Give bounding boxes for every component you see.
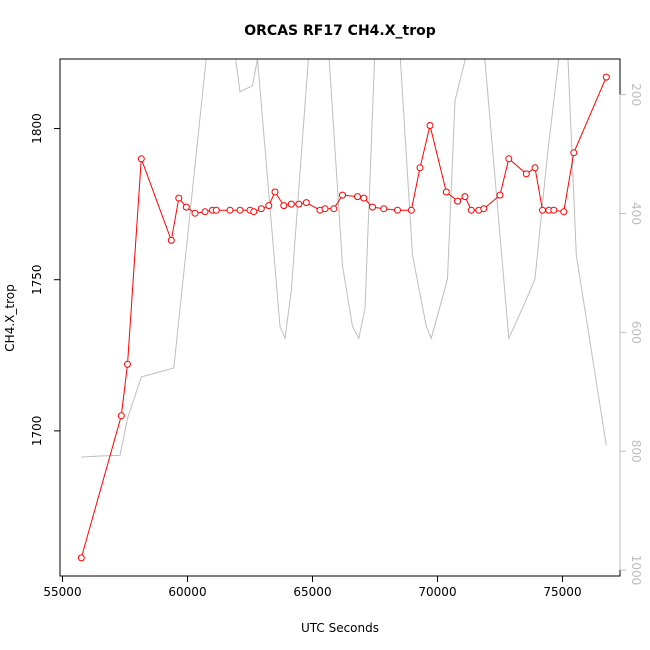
data-point <box>407 206 415 214</box>
data-point <box>265 202 273 210</box>
data-point <box>137 155 145 163</box>
data-point <box>339 191 346 199</box>
data-point <box>280 202 288 210</box>
x-axis: 55000 60000 65000 70000 75000 <box>43 575 582 599</box>
data-point <box>124 360 131 368</box>
data-point <box>321 205 329 213</box>
y-tick-label: 1800 <box>30 113 44 144</box>
right-tick-label: 1000 <box>629 555 643 586</box>
right-tick-label: 200 <box>629 83 643 106</box>
y-axis: 1700 1750 1800 <box>30 113 61 447</box>
y-tick-label: 1750 <box>30 264 44 295</box>
data-point <box>496 191 504 199</box>
altitude-series <box>81 59 607 458</box>
x-tick-label: 65000 <box>293 585 331 599</box>
data-point <box>369 203 376 211</box>
right-tick-label: 800 <box>629 440 643 463</box>
altitude-line <box>81 59 607 458</box>
data-point <box>212 206 220 214</box>
data-point <box>302 199 310 207</box>
data-point <box>191 209 199 217</box>
data-point <box>426 122 434 129</box>
data-point <box>330 205 338 213</box>
x-tick-label: 75000 <box>543 585 581 599</box>
right-tick-label: 600 <box>629 321 643 344</box>
data-point <box>394 206 401 214</box>
data-point <box>257 205 265 213</box>
data-point <box>77 554 85 562</box>
x-tick-label: 55000 <box>43 585 81 599</box>
data-point <box>117 412 125 420</box>
data-point <box>287 200 295 208</box>
data-point <box>505 155 513 163</box>
data-point <box>531 164 539 172</box>
data-point <box>271 188 279 196</box>
data-point <box>467 206 475 214</box>
data-point <box>354 193 361 201</box>
data-point <box>454 197 461 205</box>
data-point <box>539 206 546 214</box>
x-axis-label: UTC Seconds <box>301 621 379 635</box>
data-point <box>461 193 469 201</box>
data-point <box>236 206 244 214</box>
data-point <box>550 206 558 214</box>
data-point <box>295 200 303 208</box>
x-tick-label: 70000 <box>418 585 456 599</box>
data-point <box>442 188 450 196</box>
data-point <box>602 73 610 81</box>
data-point <box>522 170 530 178</box>
y-axis-label: CH4.X_trop <box>3 284 17 351</box>
data-point <box>182 203 190 211</box>
data-point <box>360 194 368 202</box>
right-tick-label: 400 <box>629 202 643 225</box>
plot-frame <box>59 58 621 577</box>
data-point <box>250 208 258 216</box>
data-point <box>226 206 234 214</box>
ch4-series <box>77 73 610 562</box>
data-point <box>570 149 578 157</box>
data-point <box>480 205 488 213</box>
ch4-line <box>80 76 607 559</box>
data-point <box>175 194 183 202</box>
data-point <box>560 208 568 216</box>
data-point <box>380 205 388 213</box>
right-axis: 200 400 600 800 1000 <box>619 83 643 586</box>
y-tick-label: 1700 <box>30 416 44 447</box>
x-tick-label: 60000 <box>168 585 206 599</box>
data-point <box>167 236 175 244</box>
data-point <box>201 208 209 216</box>
data-point <box>416 164 424 172</box>
chart-title: ORCAS RF17 CH4.X_trop <box>244 23 436 39</box>
